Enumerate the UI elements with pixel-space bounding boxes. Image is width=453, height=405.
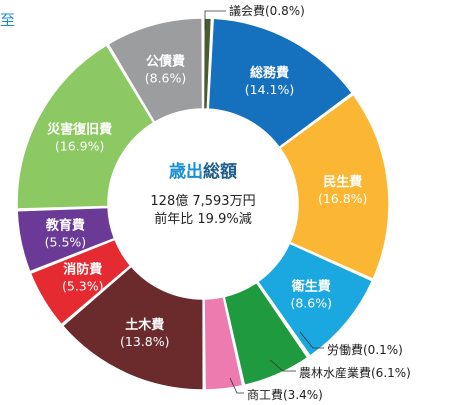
slice-label-10: 災害復旧費 [47,122,112,138]
labels-group: 議会費(0.8%)総務費(14.1%)民生費(16.8%)衛生費(8.6%)労働… [45,3,411,402]
slice-11 [107,17,204,124]
slice-8 [29,238,132,326]
slice-label-11: 公債費 [146,54,185,70]
slice-label-8: 消防費 [63,262,102,278]
slice-value-8: (5.3%) [62,279,104,294]
slice-value-3: (8.6%) [290,296,332,311]
slice-label-3: 衛生費 [291,279,331,295]
leader-line-6 [229,377,244,394]
center-change: 前年比 19.9%減 [154,211,251,227]
leader-line-5 [269,359,296,372]
slice-label-7: 土木費 [125,317,164,333]
outside-label-6: 商工費(3.4%) [247,387,323,402]
leader-line-0 [204,10,226,30]
leader-line-4 [299,331,324,349]
edge-text-fragment: 至 [0,11,16,29]
slice-value-10: (16.9%) [55,139,104,154]
center-group: 歳出総額 128億 7,593万円 前年比 19.9%減 [150,161,255,227]
outside-label-4: 労働費(0.1%) [327,342,403,357]
slice-0 [202,17,213,110]
slice-value-9: (5.5%) [45,234,87,249]
slice-2 [278,93,390,281]
slice-1 [207,17,354,149]
outside-label-0: 議会費(0.8%) [229,3,305,18]
slice-10 [16,43,155,210]
slice-value-7: (13.8%) [120,334,169,349]
chart-title-highlight: 歳出 [169,161,203,182]
slice-value-11: (8.6%) [145,71,187,86]
slice-3 [256,242,374,358]
center-total: 128億 7,593万円 [150,193,255,209]
slices-group [16,17,390,391]
slice-label-1: 総務費 [250,65,289,81]
slice-5 [223,281,309,387]
slice-6 [203,295,244,391]
slice-7 [61,265,205,391]
chart-title: 歳出総額 [169,161,237,182]
slice-value-1: (14.1%) [245,82,294,97]
slice-label-9: 教育費 [45,217,85,233]
slice-9 [16,206,116,273]
outside-label-5: 農林水産業費(6.1%) [299,365,411,380]
chart-title-rest: 総額 [203,161,237,182]
slice-label-2: 民生費 [323,174,362,190]
slice-value-2: (16.8%) [318,191,367,206]
